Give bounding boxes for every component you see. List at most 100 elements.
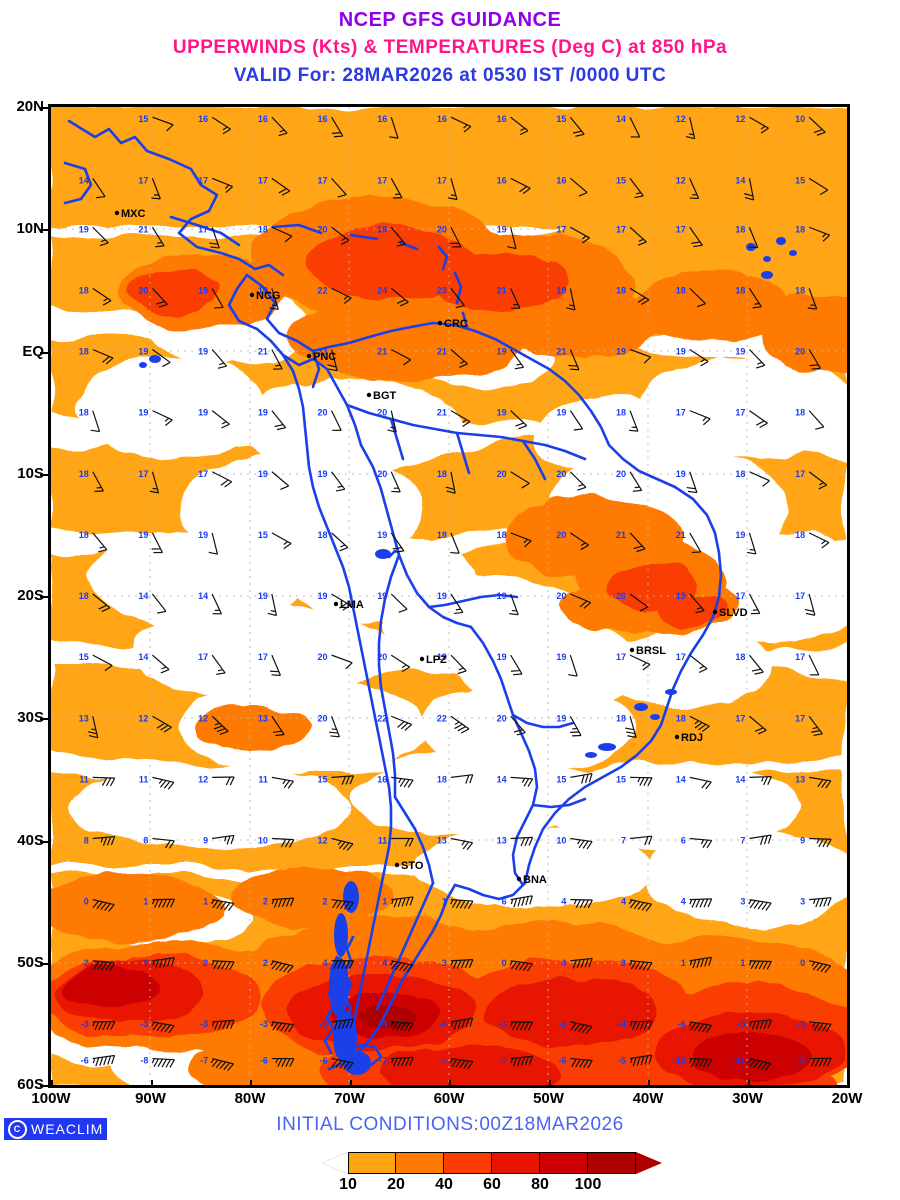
y-axis-tick bbox=[40, 229, 48, 232]
wind-barb bbox=[331, 226, 350, 246]
wind-barb bbox=[390, 1021, 414, 1032]
y-axis-label: 10S bbox=[17, 464, 44, 482]
wind-barb bbox=[510, 715, 526, 736]
city-marker bbox=[366, 392, 372, 398]
temperature-value: 19 bbox=[138, 347, 148, 357]
wind-barb bbox=[749, 834, 772, 846]
wind-barb bbox=[92, 593, 111, 613]
temperature-value: 21 bbox=[437, 408, 447, 418]
temperature-value: 12 bbox=[735, 114, 745, 124]
temperature-value: -4 bbox=[379, 1019, 387, 1029]
temperature-value: 6 bbox=[681, 836, 686, 846]
temperature-value: -10 bbox=[673, 1056, 686, 1066]
temperature-value: 19 bbox=[318, 591, 328, 601]
temperature-value: 19 bbox=[198, 285, 208, 295]
wind-barb bbox=[570, 837, 593, 850]
wind-barb bbox=[450, 226, 462, 248]
temperature-value: 17 bbox=[138, 469, 148, 479]
wind-barb bbox=[151, 226, 165, 248]
wind-barb bbox=[450, 116, 472, 133]
water-bodies bbox=[139, 237, 797, 1075]
y-axis-tick bbox=[40, 596, 48, 598]
x-axis-label: 20W bbox=[831, 1090, 863, 1107]
temperature-value: 4 bbox=[561, 958, 566, 968]
wind-barb bbox=[271, 837, 295, 848]
wind-barb bbox=[390, 471, 401, 493]
temperature-value: 17 bbox=[556, 224, 566, 234]
temperature-value: 12 bbox=[198, 713, 208, 723]
x-axis-tick bbox=[349, 1080, 352, 1088]
wind-barb bbox=[92, 776, 116, 787]
wind-barb bbox=[331, 532, 349, 552]
wind-barb bbox=[331, 177, 347, 198]
temperature-value: 20 bbox=[556, 469, 566, 479]
temperature-value: 6 bbox=[502, 897, 507, 907]
weaclim-logo[interactable]: C WEACLIM bbox=[4, 1118, 107, 1140]
city-label: BRSL bbox=[636, 645, 666, 657]
wind-barb bbox=[271, 715, 285, 737]
temperature-value: 20 bbox=[377, 408, 387, 418]
wind-barb bbox=[331, 960, 355, 970]
wind-barb bbox=[210, 899, 235, 911]
temperature-value: 18 bbox=[79, 347, 89, 357]
wind-barb bbox=[808, 226, 831, 242]
temperature-value: 19 bbox=[318, 469, 328, 479]
temperature-value: 19 bbox=[437, 591, 447, 601]
wind-barb bbox=[450, 410, 471, 428]
wind-barb bbox=[689, 348, 709, 367]
temperature-value: 15 bbox=[318, 774, 328, 784]
wind-barb bbox=[749, 410, 768, 429]
wind-barb bbox=[211, 410, 230, 429]
temperature-value: -7 bbox=[499, 1056, 507, 1066]
page-title: NCEP GFS GUIDANCE bbox=[338, 9, 562, 31]
y-axis-label: 20N bbox=[16, 98, 44, 115]
wind-barb bbox=[151, 593, 167, 614]
wind-barb bbox=[271, 776, 294, 789]
weather-map[interactable]: 15 16 16 16 16 16 16 15 14 12 12 10 14 17 17 17 17 17 17 16… bbox=[48, 104, 850, 1088]
wind-barb bbox=[149, 471, 160, 494]
wind-barb bbox=[390, 226, 406, 247]
subtitle-parameters: UPPERWINDS (Kts) & TEMPERATURES (Deg C) … bbox=[172, 37, 728, 58]
temperature-value: 18 bbox=[795, 408, 805, 418]
temperature-value: 14 bbox=[79, 175, 89, 185]
temperature-value: 21 bbox=[556, 347, 566, 357]
colorbar-tick-label: 40 bbox=[435, 1176, 453, 1193]
temperature-value: 13 bbox=[258, 713, 268, 723]
temperature-value: 15 bbox=[556, 114, 566, 124]
temperature-value: 12 bbox=[138, 713, 148, 723]
temperature-value: 21 bbox=[616, 530, 626, 540]
temperature-value: -5 bbox=[737, 1019, 745, 1029]
wind-barb bbox=[92, 835, 116, 846]
temperature-value: 16 bbox=[377, 114, 387, 124]
temperature-value: 17 bbox=[735, 591, 745, 601]
temperature-value: -3 bbox=[260, 1019, 268, 1029]
wind-barb bbox=[210, 1057, 234, 1072]
wind-barb bbox=[331, 654, 353, 670]
temperature-value: 23 bbox=[437, 285, 447, 295]
wind-barb bbox=[566, 288, 576, 311]
wind-barb bbox=[510, 654, 523, 676]
wind-barb bbox=[92, 178, 106, 199]
temperature-value: 17 bbox=[676, 652, 686, 662]
temperature-value: 19 bbox=[258, 285, 268, 295]
wind-barb bbox=[208, 532, 219, 555]
temperature-value: 18 bbox=[318, 530, 328, 540]
temperature-value: 16 bbox=[198, 114, 208, 124]
temperature-value: 13 bbox=[437, 836, 447, 846]
wind-barb bbox=[448, 178, 458, 201]
wind-barb bbox=[629, 116, 641, 138]
coastlines bbox=[63, 119, 723, 1071]
colorbar-cell bbox=[588, 1152, 636, 1174]
colorbar-strip[interactable] bbox=[322, 1152, 662, 1174]
temperature-value: 1 bbox=[143, 897, 148, 907]
wind-barb bbox=[809, 837, 832, 848]
city-label: BGT bbox=[373, 390, 397, 402]
wind-barb bbox=[390, 287, 409, 307]
wind-barb bbox=[450, 654, 467, 675]
colorbar-tick-label: 20 bbox=[387, 1176, 405, 1193]
wind-barb bbox=[807, 288, 818, 310]
temperature-value: 16 bbox=[258, 114, 268, 124]
temperature-value: 19 bbox=[138, 530, 148, 540]
wind-barb bbox=[390, 532, 405, 553]
wind-barb bbox=[689, 287, 706, 308]
